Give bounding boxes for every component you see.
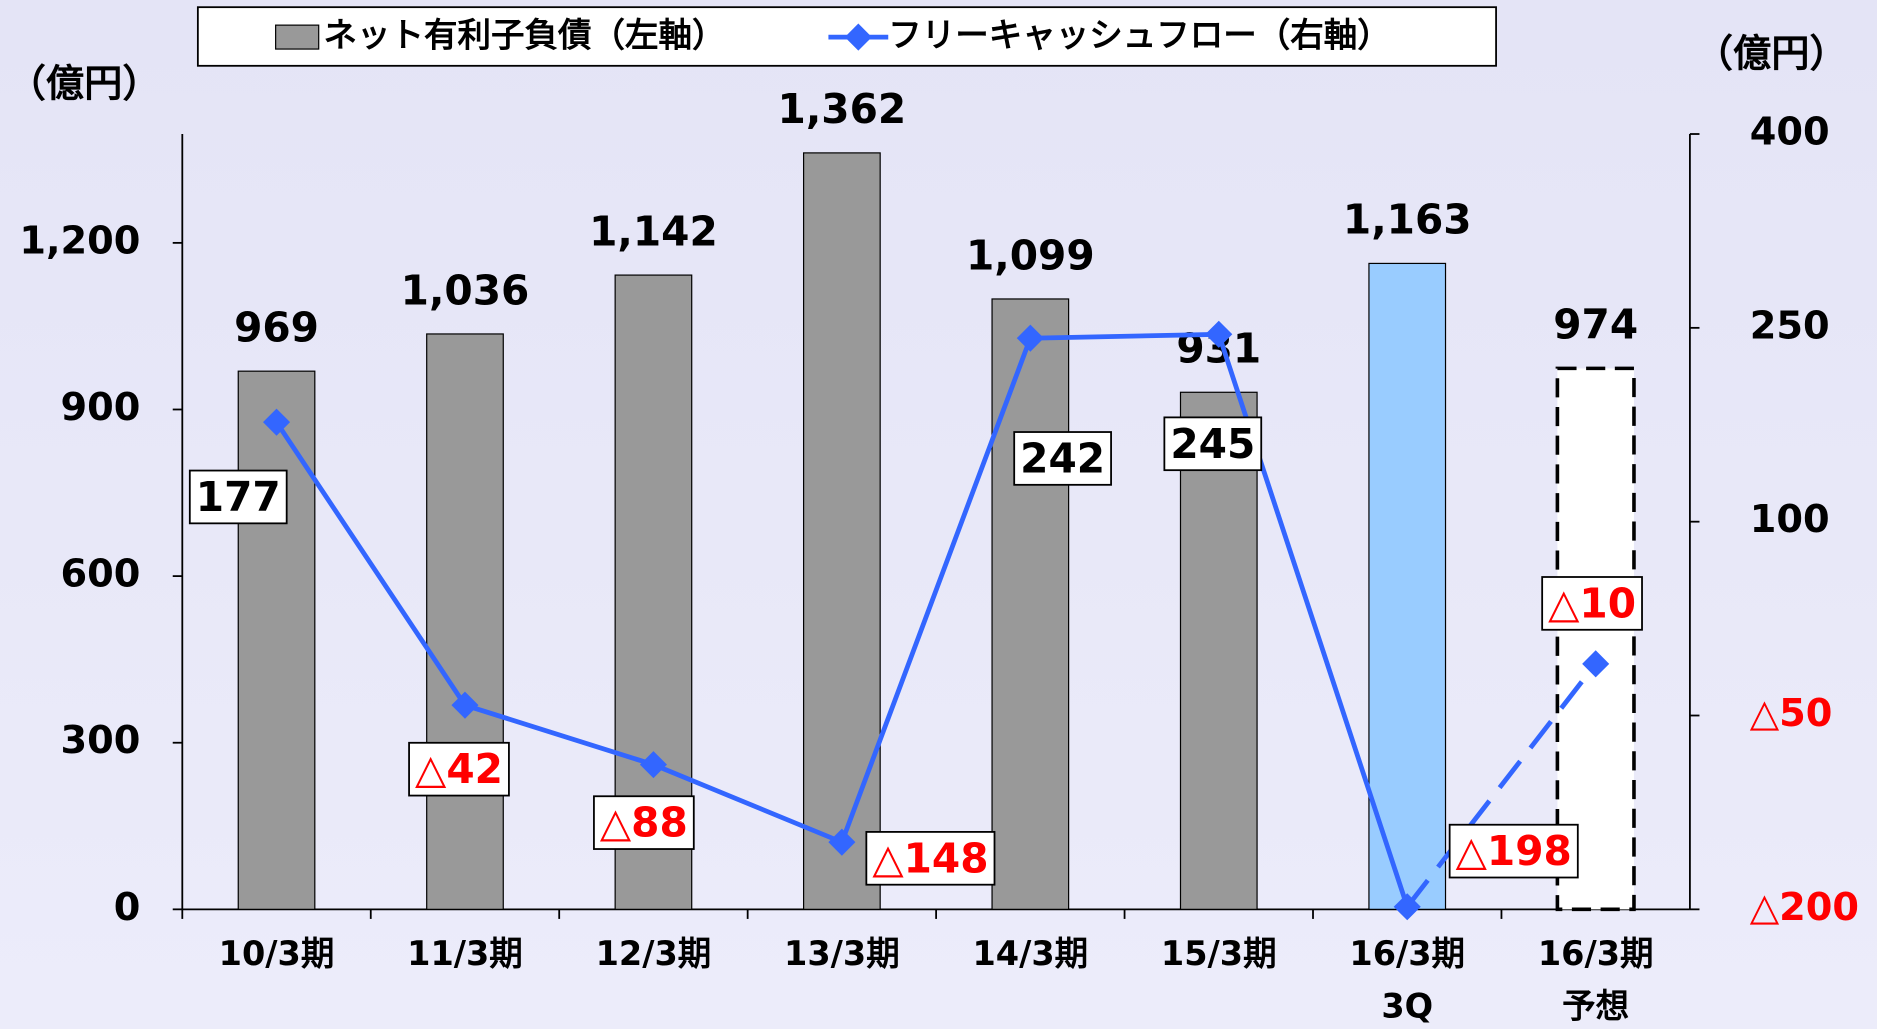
line-label-box — [1013, 431, 1112, 486]
y2-tick-label: 400 — [1750, 110, 1830, 155]
legend-label: フリーキャッシュフロー（右軸） — [888, 16, 1390, 55]
bar-label: 1,099 — [966, 231, 1095, 279]
bar — [237, 370, 316, 910]
line-label-box — [865, 831, 996, 886]
bar-label: 974 — [1553, 301, 1638, 349]
x-tick-label: 10/3期 — [219, 933, 335, 972]
line-dashed — [1405, 662, 1598, 909]
line-label-box — [1541, 576, 1643, 631]
y-tick-label: 600 — [61, 552, 141, 597]
x-tick-label: 15/3期 — [1161, 933, 1277, 972]
legend-label: ネット有利子負債（左軸） — [323, 16, 725, 55]
x-tick-label: 16/3期 3Q — [1349, 933, 1465, 1025]
line-marker — [451, 691, 479, 719]
line-marker — [828, 828, 856, 856]
y-tick-label: 900 — [61, 385, 141, 430]
y2-tick-label: △50 — [1750, 691, 1833, 736]
x-tick-label: 16/3期予想 — [1538, 933, 1654, 1025]
line-label-box — [408, 741, 510, 797]
line-marker — [1016, 324, 1044, 352]
bar — [802, 152, 881, 910]
x-tick-label: 14/3期 — [972, 933, 1088, 972]
line-label-box — [1163, 416, 1263, 472]
line-label: 177 — [196, 473, 281, 521]
line-marker — [1582, 650, 1610, 678]
y-tick-label: 300 — [61, 718, 141, 763]
y-axis-label: （億円） — [8, 62, 161, 107]
bar — [426, 333, 504, 910]
line-label: △42 — [415, 745, 503, 793]
legend-swatch — [275, 24, 320, 50]
y-tick-label: 0 — [114, 885, 141, 930]
x-tick-label: 13/3期 — [784, 933, 900, 972]
y2-tick-label: 100 — [1750, 497, 1830, 542]
line-label-box — [188, 469, 288, 525]
line-label-box — [593, 795, 695, 850]
bar-label: 969 — [234, 303, 319, 351]
bar-label: 1,362 — [778, 85, 907, 133]
y2-axis-label: （億円） — [1695, 32, 1848, 77]
bar-label: 1,142 — [589, 207, 718, 255]
line-label-box — [1448, 823, 1579, 879]
line-marker — [639, 751, 667, 779]
x-tick-label: 12/3期 — [596, 933, 712, 972]
line-label: △88 — [600, 799, 688, 847]
y-tick-label: 1,200 — [19, 218, 140, 263]
bar — [991, 298, 1070, 910]
bar — [1555, 366, 1636, 912]
line-marker — [1393, 893, 1421, 921]
line-label: △148 — [872, 834, 988, 882]
y2-tick-label: 250 — [1750, 303, 1830, 348]
x-tick-label: 11/3期 — [407, 933, 523, 972]
y2-tick-label: △200 — [1750, 885, 1859, 930]
bar-label: 1,036 — [401, 266, 530, 314]
bar-label: 1,163 — [1343, 196, 1472, 244]
line-label: △198 — [1456, 827, 1572, 875]
line-label: 242 — [1020, 434, 1105, 482]
bar — [1368, 262, 1447, 910]
line-label: △10 — [1548, 579, 1636, 627]
line-label: 245 — [1170, 420, 1255, 468]
bar — [1179, 391, 1258, 910]
